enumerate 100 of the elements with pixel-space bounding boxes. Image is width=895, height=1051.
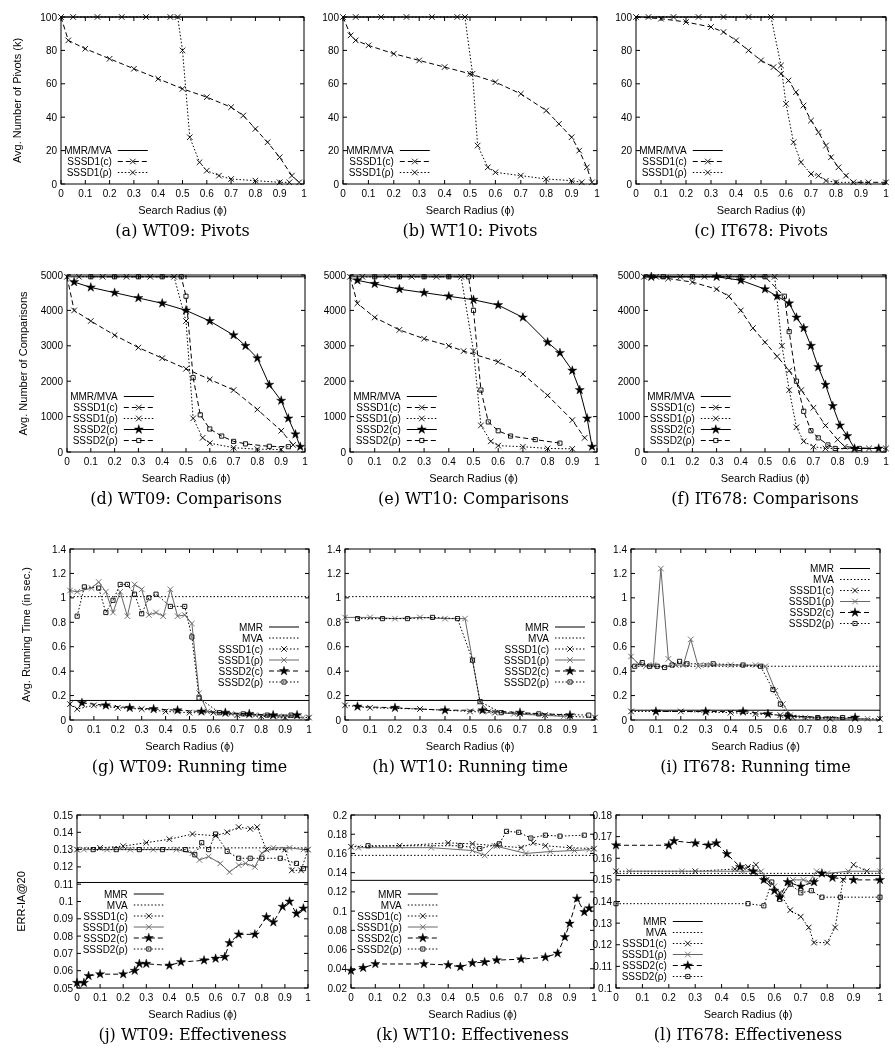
y-tick-label: 0.1 [59, 896, 74, 907]
x-tick-label: 0.7 [793, 992, 809, 1003]
legend-label: SSSD2(c) [504, 665, 549, 677]
x-tick-label: 0.2 [107, 456, 122, 467]
y-tick-label: 5000 [617, 269, 641, 281]
y-tick-label: 0 [340, 446, 347, 458]
y-tick-label: 20 [620, 145, 633, 157]
legend-label: SSSD2(c) [622, 960, 667, 971]
x-tick-label: 0.4 [441, 456, 457, 467]
legend-label: MMR/MVA [346, 145, 395, 156]
y-tick-label: 0.8 [327, 616, 342, 628]
y-tick-label: 100 [615, 11, 633, 23]
x-tick-label: 0.4 [441, 992, 456, 1003]
y-tick-label: 40 [327, 111, 340, 123]
y-tick-label: 0.8 [613, 616, 628, 628]
x-tick-label: 0.8 [540, 456, 555, 467]
y-tick-label: 0.09 [53, 913, 74, 925]
y-axis-title: Avg. Number of Pivots (k) [11, 37, 23, 164]
y-tick-label: 0.13 [53, 844, 74, 856]
y-tick-label: 1.4 [52, 543, 67, 555]
y-axis-title: ERR-IA@20 [15, 871, 27, 932]
x-axis-title: Search Radius (ϕ) [141, 472, 231, 484]
legend-label: SSSD1(ρ) [788, 596, 834, 607]
x-tick-label: 0.5 [182, 724, 197, 735]
text: (k) WT10: Effectiveness [376, 1025, 569, 1044]
x-tick-label: 0.6 [488, 188, 503, 199]
x-tick-label: 0.3 [698, 724, 714, 735]
x-tick-label: 0.7 [806, 456, 821, 467]
text: (c) IT678: Pivots [694, 221, 828, 240]
x-tick-label: 0.3 [126, 188, 142, 199]
y-tick-label: 1 [621, 592, 628, 604]
x-axis-title: Search Radius (ϕ) [703, 1008, 793, 1020]
y-tick-label: 0.11 [54, 878, 74, 890]
x-tick-label: 0 [641, 456, 648, 467]
x-tick-label: 0.4 [714, 992, 729, 1003]
legend-label: SSSD1(c) [67, 156, 112, 167]
x-tick-label: 0.3 [134, 724, 150, 735]
y-tick-label: 60 [327, 78, 340, 90]
y-tick-label: 0.6 [613, 641, 628, 653]
legend-label: SSSD1(c) [789, 585, 834, 596]
y-tick-label: 0 [634, 446, 641, 458]
y-tick-label: 1000 [323, 411, 347, 423]
y-tick-label: 0.18 [592, 809, 613, 821]
x-tick-label: 0.8 [250, 456, 265, 467]
x-tick-label: 0.6 [206, 724, 221, 735]
x-tick-label: 1 [305, 992, 312, 1003]
x-tick-label: 0.4 [151, 188, 166, 199]
y-tick-label: 0 [60, 714, 67, 726]
y-tick-label: 60 [620, 78, 633, 90]
legend-label: SSSD2(ρ) [72, 435, 118, 446]
y-tick-label: 0 [51, 178, 58, 190]
y-tick-label: 40 [45, 111, 58, 123]
x-tick-label: 0.5 [466, 456, 481, 467]
x-tick-label: 0.6 [488, 724, 503, 735]
x-tick-label: 0.5 [185, 992, 200, 1003]
x-tick-label: 0.2 [102, 188, 117, 199]
y-tick-label: 1.2 [52, 567, 67, 579]
legend-label: SSSD2(ρ) [217, 676, 263, 688]
x-tick-label: 0.8 [254, 992, 270, 1003]
legend-label: SSSD2(c) [218, 665, 263, 677]
legend-label: SSSD1(ρ) [649, 413, 695, 424]
legend-label: MMR/MVA [70, 391, 119, 402]
legend-label: MMR [103, 888, 128, 900]
x-tick-label: 0.2 [116, 992, 131, 1003]
x-tick-label: 0.6 [491, 456, 506, 467]
y-tick-label: 0.4 [52, 665, 67, 677]
x-tick-label: 0.3 [688, 992, 703, 1003]
x-tick-label: 0.1 [368, 992, 383, 1003]
legend-label: SSSD2(c) [357, 932, 402, 944]
x-tick-label: 0.3 [417, 456, 432, 467]
legend-label: MMR/MVA [647, 391, 696, 402]
y-tick-label: 0.06 [327, 944, 348, 956]
y-tick-label: 0.08 [327, 924, 348, 936]
legend-label: SSSD1(ρ) [348, 167, 394, 178]
x-tick-label: 0.9 [848, 724, 863, 735]
x-tick-label: 0.1 [86, 724, 102, 735]
x-tick-label: 1 [877, 992, 884, 1003]
y-tick-label: 0.02 [327, 982, 348, 994]
x-tick-label: 0.2 [392, 992, 407, 1003]
x-tick-label: 0.1 [361, 188, 376, 199]
legend-label: SSSD1(ρ) [72, 413, 118, 424]
y-tick-label: 40 [620, 111, 633, 123]
text: (a) WT09: Pivots [115, 221, 250, 240]
x-tick-label: 0.4 [162, 992, 177, 1003]
y-tick-label: 100 [40, 11, 58, 23]
legend-label: SSSD2(ρ) [788, 618, 834, 629]
x-tick-label: 0.7 [798, 724, 813, 735]
legend-label: SSSD2(c) [83, 932, 128, 944]
x-tick-label: 0.1 [648, 724, 664, 735]
y-tick-label: 1000 [40, 411, 64, 423]
legend-label: MVA [645, 927, 668, 938]
legend-label: MMR [377, 888, 402, 900]
legend-label: SSSD1(ρ) [66, 167, 112, 178]
legend-label: SSSD2(c) [650, 424, 695, 435]
y-tick-label: 0.14 [53, 826, 74, 838]
x-tick-label: 0.6 [199, 188, 215, 199]
x-tick-label: 0.2 [388, 724, 403, 735]
x-tick-label: 0.1 [654, 188, 669, 199]
y-tick-label: 60 [45, 78, 58, 90]
y-tick-label: 80 [327, 44, 340, 56]
